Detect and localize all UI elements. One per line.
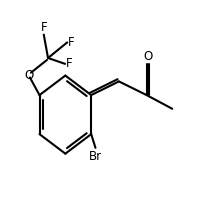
Text: F: F: [68, 36, 75, 49]
Text: O: O: [143, 50, 152, 63]
Text: O: O: [24, 69, 33, 82]
Text: F: F: [40, 21, 47, 34]
Text: Br: Br: [89, 150, 102, 163]
Text: F: F: [66, 57, 73, 70]
